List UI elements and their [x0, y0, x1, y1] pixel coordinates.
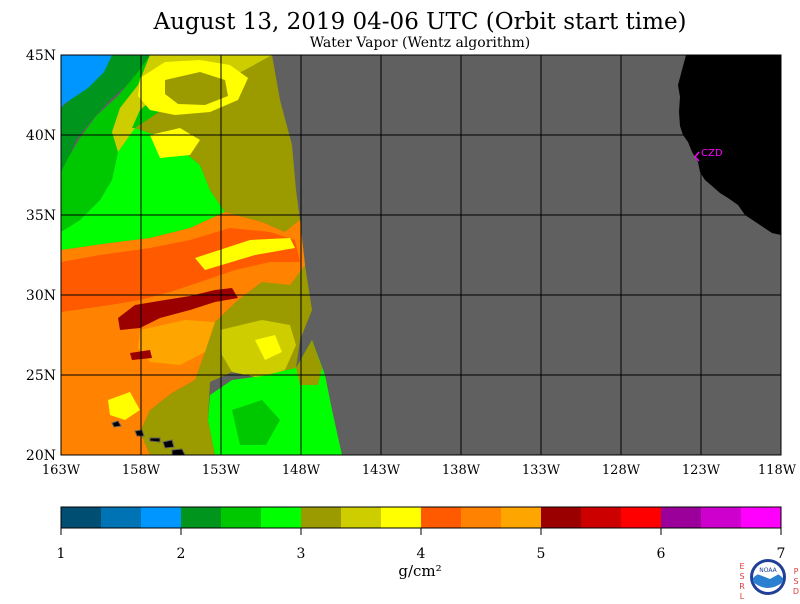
colorbar-swatch-13 — [581, 507, 622, 528]
lon-label-138W: 138W — [442, 463, 481, 478]
wv-zone-medium-green-south — [232, 400, 280, 445]
lon-label-143W: 143W — [362, 463, 401, 478]
lon-label-128W: 128W — [602, 463, 641, 478]
lon-label-153W: 153W — [202, 463, 241, 478]
colorbar-swatch-5 — [261, 507, 302, 528]
colorbar-swatch-15 — [661, 507, 702, 528]
esrl-letter-2: R — [739, 582, 745, 591]
colorbar-swatch-3 — [181, 507, 222, 528]
station-czd-marker: CZD — [693, 148, 723, 162]
colorbar-swatch-16 — [701, 507, 742, 528]
colorbar-tick-label-6: 6 — [657, 546, 666, 562]
colorbar-tick-label-1: 1 — [57, 546, 66, 562]
esrl-letter-1: S — [739, 572, 744, 581]
logo-psd-letters: PSD — [793, 567, 799, 596]
colorbar-unit: g/cm² — [398, 562, 441, 580]
colorbar-swatch-14 — [621, 507, 662, 528]
north-america-land — [678, 55, 781, 235]
noaa-emblem: NOAA — [750, 559, 786, 595]
lon-label-148W: 148W — [282, 463, 321, 478]
colorbar-swatch-0 — [61, 507, 102, 528]
island-kauai — [111, 420, 122, 428]
colorbar-swatch-4 — [221, 507, 262, 528]
wv-zone-olive-south-edge — [296, 340, 322, 385]
island-maui — [162, 439, 175, 449]
lat-label-35N: 35N — [26, 208, 56, 224]
colorbar-swatch-12 — [541, 507, 582, 528]
page-title: August 13, 2019 04-06 UTC (Orbit start t… — [152, 9, 686, 35]
longitude-labels: 163W 158W 153W 148W 143W 138W 133W 128W 123W 118W — [42, 463, 797, 478]
station-marker-icon — [693, 151, 700, 162]
colorbar-swatch-7 — [341, 507, 382, 528]
colorbar-tick-label-2: 2 — [177, 546, 186, 562]
colorbar — [60, 506, 782, 529]
map-border — [60, 54, 782, 456]
hawaiian-islands — [111, 420, 186, 456]
colorbar-swatch-10 — [461, 507, 502, 528]
psd-letter-2: D — [793, 587, 799, 596]
psd-letter-0: P — [794, 567, 799, 576]
colorbar-swatch-1 — [101, 507, 142, 528]
lat-label-25N: 25N — [26, 368, 56, 384]
esrl-letter-3: L — [740, 592, 745, 600]
esrl-letter-0: E — [739, 562, 744, 571]
colorbar-tick-label-3: 3 — [297, 546, 306, 562]
wv-zone-bright-green-west — [61, 128, 225, 250]
wv-zone-light-orange-patch — [138, 320, 215, 365]
colorbar-swatch-8 — [381, 507, 422, 528]
colorbar-tick-label-7: 7 — [777, 546, 786, 562]
latitude-labels: 45N 40N 35N 30N 25N 20N — [26, 48, 56, 464]
wv-zone-yellow-south — [255, 335, 282, 360]
colorbar-tick-label-5: 5 — [537, 546, 546, 562]
island-oahu — [134, 429, 145, 437]
colorbar-ticks: 1 2 3 4 5 6 7 — [57, 528, 786, 562]
wv-zone-yellow-southwest — [108, 392, 140, 420]
wv-zone-maroon-streak — [118, 288, 238, 330]
page-subtitle: Water Vapor (Wentz algorithm) — [310, 35, 531, 51]
colorbar-tick-label-4: 4 — [417, 546, 426, 562]
lat-label-30N: 30N — [26, 288, 56, 304]
colorbar-swatch-6 — [301, 507, 342, 528]
lon-label-123W: 123W — [682, 463, 721, 478]
noaa-logo-text: NOAA — [759, 567, 777, 574]
map-area: CZD — [60, 54, 782, 456]
colorbar-swatch-2 — [141, 507, 182, 528]
island-molokai — [149, 437, 161, 443]
lat-label-20N: 20N — [26, 448, 56, 464]
colorbar-swatch-11 — [501, 507, 542, 528]
lon-label-158W: 158W — [122, 463, 161, 478]
wv-zone-yellow-stripe — [195, 238, 295, 270]
wv-zone-blue — [61, 55, 112, 108]
station-label: CZD — [701, 148, 723, 159]
wv-zone-yellow-green-south — [220, 320, 296, 378]
colorbar-swatch-9 — [421, 507, 462, 528]
lon-label-118W: 118W — [758, 463, 797, 478]
lat-label-40N: 40N — [26, 128, 56, 144]
lat-label-45N: 45N — [26, 48, 56, 64]
lon-label-163W: 163W — [42, 463, 81, 478]
wv-zone-olive-core — [165, 72, 228, 105]
lon-label-133W: 133W — [522, 463, 561, 478]
psd-letter-1: S — [793, 577, 798, 586]
colorbar-swatch-17 — [741, 507, 782, 528]
water-vapor-field — [61, 55, 342, 455]
wv-zone-dark-green — [61, 55, 150, 172]
